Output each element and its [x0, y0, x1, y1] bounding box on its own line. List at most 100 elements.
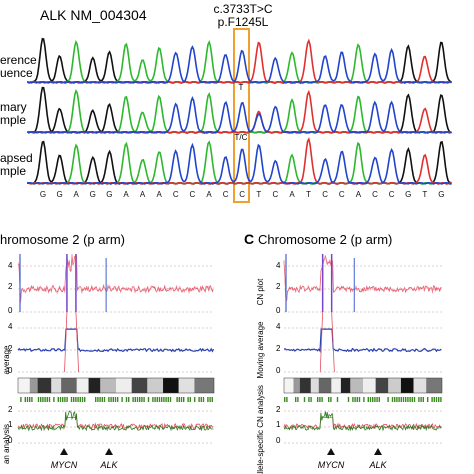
snp-tick — [284, 397, 286, 402]
panel-c-tick-labels: 4 2 0 4 2 0 2 1 0 — [276, 261, 281, 445]
snp-tick — [20, 397, 22, 402]
panel-c-ylabel-cn: CN plot — [256, 278, 265, 305]
snp-tick — [136, 397, 139, 402]
marker-triangle — [327, 448, 335, 455]
snp-tick — [194, 397, 196, 402]
snp-tick — [59, 397, 62, 402]
snp-tick — [53, 397, 55, 402]
row-label-relapsed: apsed mple — [0, 151, 33, 178]
ideogram-band — [293, 378, 300, 393]
sequence-base: C — [322, 190, 328, 199]
trace-c — [27, 45, 452, 84]
snp-tick — [134, 397, 136, 402]
snp-tick — [143, 397, 145, 402]
connector-line — [64, 311, 68, 373]
snp-tick — [378, 397, 380, 402]
snp-tick — [70, 397, 73, 402]
gene-label: ALK NM_004304 — [40, 7, 147, 23]
connector-line — [319, 311, 324, 373]
panel-c-ylabel-allele: Allele-specific CN analysis — [256, 385, 265, 474]
tick-label: 0 — [276, 436, 281, 445]
panel-c-markers: MYCN ALK — [318, 448, 388, 470]
snp-tick — [44, 397, 46, 402]
marker-triangle — [105, 448, 113, 455]
sequence-base: C — [389, 190, 395, 199]
snp-tick — [178, 397, 180, 402]
snp-tick — [402, 397, 405, 402]
moving-average-trace — [283, 328, 442, 353]
sequence-base: C — [339, 190, 345, 199]
snp-tick — [161, 397, 163, 402]
snp-tick — [81, 397, 84, 402]
snp-tick — [154, 397, 156, 402]
snp-tick — [319, 397, 321, 402]
sequence-base: C — [173, 190, 179, 199]
ideogram-band — [37, 378, 52, 393]
sequence-base: C — [190, 190, 196, 199]
snp-tick — [396, 397, 398, 402]
snp-tick — [405, 397, 407, 402]
snp-tick — [29, 397, 31, 402]
snp-tick — [310, 397, 312, 402]
snp-tick — [413, 397, 416, 402]
snp-tick — [363, 397, 365, 402]
panel-b-ylabel-average: average — [2, 345, 11, 374]
marker-label-alk: ALK — [368, 460, 387, 470]
tick-label: 0 — [8, 436, 13, 445]
snp-tick — [114, 397, 117, 402]
snp-tick — [418, 397, 420, 402]
snp-tick — [407, 397, 409, 402]
marker-triangle — [60, 448, 68, 455]
snp-tick — [64, 397, 66, 402]
panel-b-title: hromosome 2 (p arm) — [0, 232, 125, 247]
snp-tick — [187, 397, 189, 402]
ideogram-band — [147, 378, 164, 393]
ideogram-band — [331, 378, 341, 393]
snp-tick — [286, 397, 288, 402]
snp-tick — [321, 397, 323, 402]
snp-tick — [394, 397, 396, 402]
snp-tick — [211, 397, 213, 402]
snp-tick — [427, 397, 429, 402]
ideogram-band — [310, 378, 319, 393]
marker-label-mycn: MYCN — [51, 460, 78, 470]
ideogram-outline — [283, 377, 443, 394]
ideogram-band — [76, 378, 89, 393]
ideogram-band — [388, 378, 401, 393]
snp-tick — [330, 397, 332, 402]
snp-tick — [367, 397, 369, 402]
snp-tick — [317, 397, 319, 402]
marker-label-mycn: MYCN — [318, 460, 345, 470]
tick-label: 2 — [276, 344, 281, 353]
snp-tick — [31, 397, 33, 402]
connector-line — [75, 311, 80, 373]
sequence-base: G — [438, 190, 444, 199]
tick-label: 2 — [8, 344, 13, 353]
panel-c-plots — [283, 254, 443, 444]
sequence-base: G — [56, 190, 62, 199]
tick-label: 4 — [276, 261, 281, 270]
ideogram-band — [131, 378, 148, 393]
ideogram-band — [88, 378, 101, 393]
snp-tick — [297, 397, 299, 402]
snp-tick — [103, 397, 106, 402]
snp-tick — [73, 397, 75, 402]
sequence-base: G — [106, 190, 112, 199]
snp-tick — [352, 397, 354, 402]
trace-c — [27, 142, 452, 185]
snp-tick — [40, 397, 42, 402]
snp-tick — [440, 397, 442, 402]
snp-tick — [128, 397, 130, 402]
tick-label: 2 — [8, 405, 13, 414]
sequence-base: G — [405, 190, 411, 199]
ideogram-band — [100, 378, 116, 393]
row-label-line1: mary — [0, 100, 27, 114]
ideogram-band — [51, 378, 62, 393]
cn-trace — [17, 254, 214, 301]
sequence-base: C — [223, 190, 229, 199]
snp-tick — [391, 397, 394, 402]
snp-tick — [400, 397, 402, 402]
snp-tick — [99, 397, 101, 402]
snp-tick — [438, 397, 440, 402]
